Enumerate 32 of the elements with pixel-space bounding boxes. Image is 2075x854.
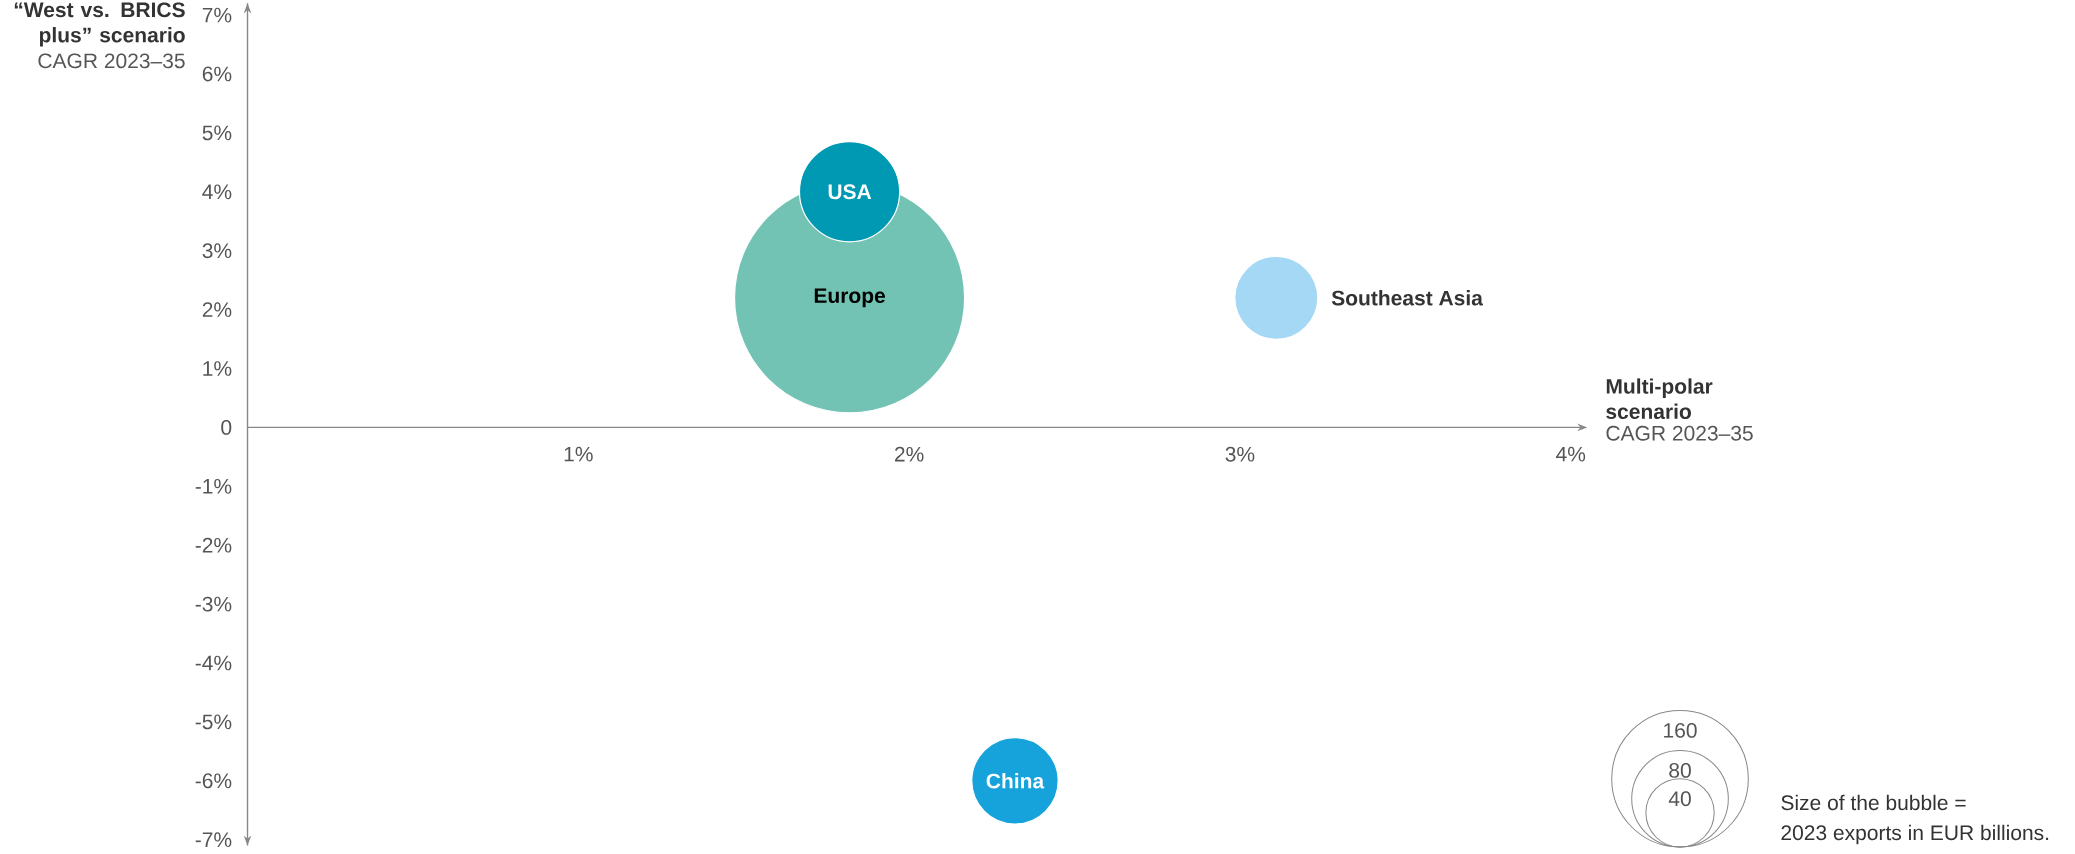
x-tick-label: 1% <box>564 446 593 462</box>
legend-label: 80 <box>1669 762 1691 778</box>
y-tick-label: 5% <box>202 125 232 141</box>
series-label: Southeast Asia <box>1331 290 1483 306</box>
series-label: USA <box>828 184 872 200</box>
x-tick-label: 3% <box>1225 446 1255 462</box>
text: Size of the bubble = <box>1781 794 1966 811</box>
legend-label: 160 <box>1664 722 1697 738</box>
text: CAGR 2023–35 <box>38 53 185 69</box>
y-tick-label: 3% <box>202 243 232 259</box>
legend-label: 40 <box>1668 791 1691 807</box>
x-tick-label: 4% <box>1556 446 1586 462</box>
y-tick-label: -4% <box>195 655 232 671</box>
y-tick-label: 1% <box>203 361 232 376</box>
y-tick-label: -6% <box>195 773 232 789</box>
y-tick-label: -2% <box>195 537 232 553</box>
y-tick-label: -5% <box>195 714 232 730</box>
y-tick-label: 6% <box>202 66 232 82</box>
x-tick-label: 2% <box>895 446 924 462</box>
y-tick-label: 4% <box>202 184 232 200</box>
series-label: China <box>986 773 1045 789</box>
y-tick-label: -7% <box>195 832 232 848</box>
y-tick-label: -3% <box>195 596 232 612</box>
y-tick-label: 7% <box>202 7 232 23</box>
y-tick-label: 2% <box>202 302 232 317</box>
series-label: Europe <box>814 288 886 308</box>
x-axis-title: Multi-polar scenario <box>1606 378 1713 420</box>
y-tick-label: 0 <box>221 419 232 435</box>
text: 2023 exports in EUR billions. <box>1781 824 2049 845</box>
y-axis-title: “West vs. BRICS plus” scenario <box>14 2 185 47</box>
text: CAGR 2023–35 <box>1606 425 1753 441</box>
y-tick-label: -1% <box>195 478 232 494</box>
